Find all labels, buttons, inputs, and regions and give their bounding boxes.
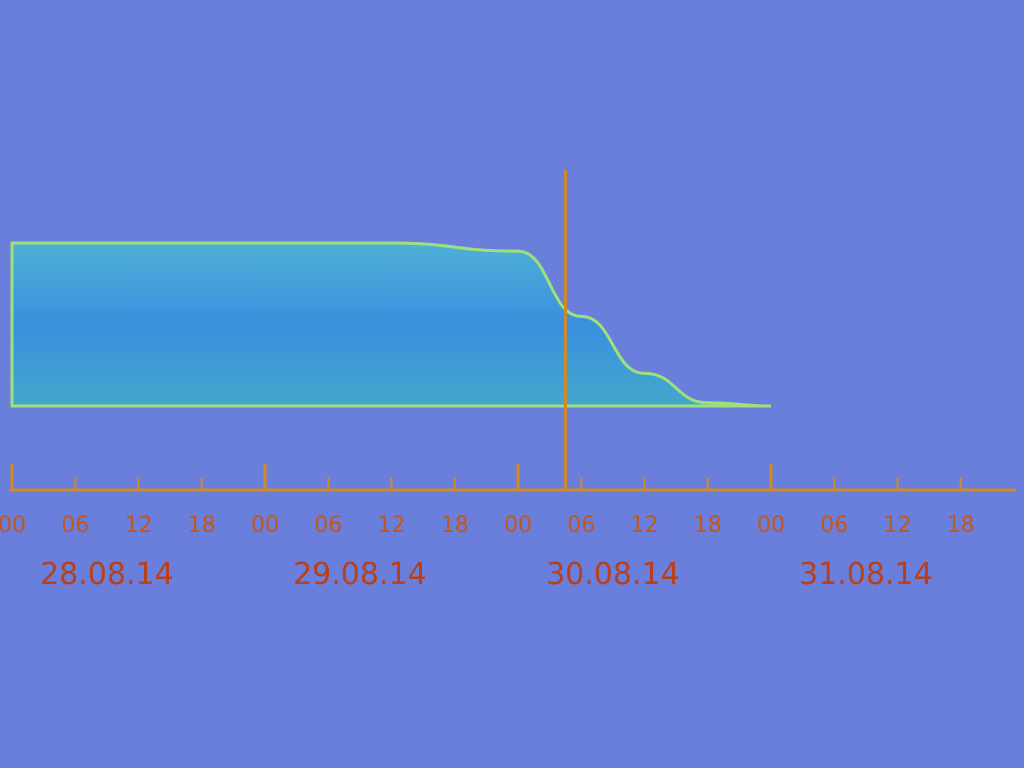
tick-label: 12: [884, 513, 912, 538]
tick-label: 18: [694, 513, 722, 538]
tick-label: 00: [757, 513, 785, 538]
area-layer: [10, 241, 772, 408]
time-axis: 00 06 12 18 28.08.14 00 06 12 18 29.08.14 00 06 12 18…: [0, 464, 1016, 592]
tick-label: 06: [61, 513, 89, 538]
tick-label: 06: [314, 513, 342, 538]
tick-label: 18: [947, 513, 975, 538]
tick-label: 18: [441, 513, 469, 538]
date-label: 29.08.14: [293, 557, 427, 592]
tick-label: 12: [378, 513, 406, 538]
tick-label: 18: [188, 513, 216, 538]
date-label: 30.08.14: [546, 557, 680, 592]
tick-label: 06: [820, 513, 848, 538]
tick-label: 00: [251, 513, 279, 538]
tick-label: 00: [0, 513, 26, 538]
tick-label: 06: [567, 513, 595, 538]
area-series-0: [10, 241, 772, 408]
date-label: 28.08.14: [40, 557, 174, 592]
date-label: 31.08.14: [799, 557, 933, 592]
tick-label: 00: [504, 513, 532, 538]
tick-label: 12: [631, 513, 659, 538]
tick-label: 12: [125, 513, 153, 538]
